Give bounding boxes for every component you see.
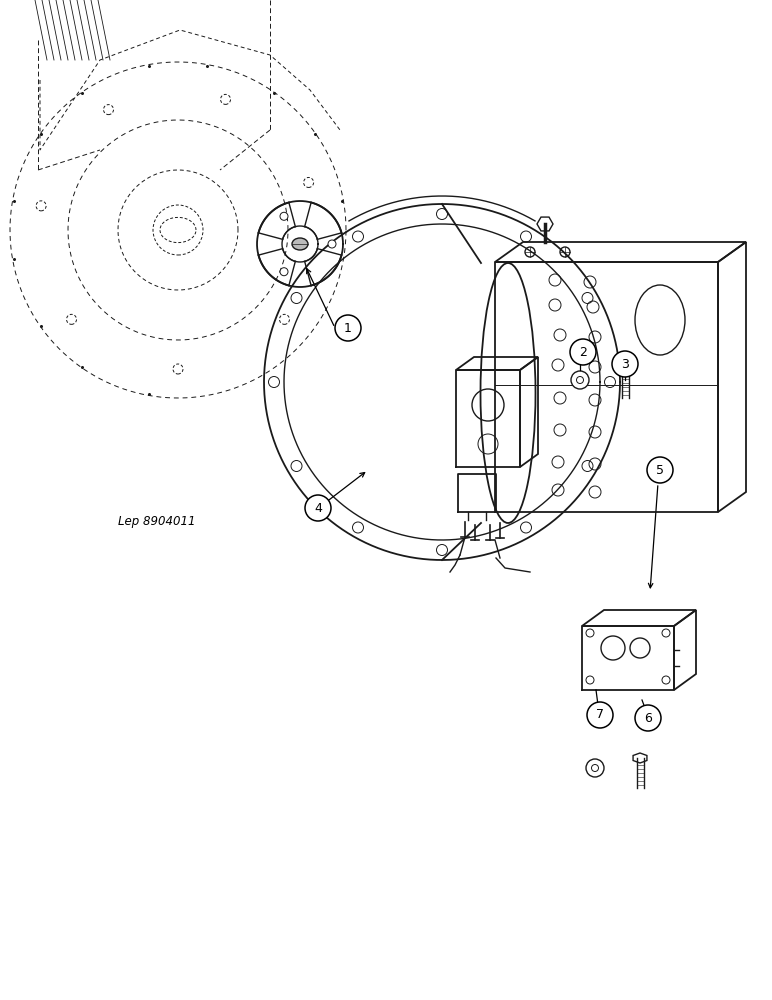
Circle shape: [436, 544, 448, 556]
Circle shape: [269, 376, 279, 387]
Polygon shape: [633, 753, 647, 763]
Text: Lep 8904011: Lep 8904011: [118, 516, 195, 528]
Circle shape: [353, 231, 364, 242]
Text: 5: 5: [656, 464, 664, 477]
Circle shape: [520, 231, 531, 242]
Circle shape: [328, 240, 336, 248]
Circle shape: [586, 759, 604, 777]
Text: 1: 1: [344, 322, 352, 334]
Circle shape: [436, 209, 448, 220]
Circle shape: [520, 522, 531, 533]
Ellipse shape: [292, 238, 308, 250]
Circle shape: [612, 351, 638, 377]
Circle shape: [571, 371, 589, 389]
Circle shape: [582, 461, 593, 472]
Circle shape: [291, 460, 302, 472]
Circle shape: [291, 292, 302, 304]
Circle shape: [305, 495, 331, 521]
Polygon shape: [618, 360, 632, 370]
Circle shape: [570, 339, 596, 365]
Circle shape: [635, 705, 661, 731]
Circle shape: [604, 376, 615, 387]
Circle shape: [582, 292, 593, 304]
Circle shape: [280, 268, 288, 276]
Text: 3: 3: [621, 358, 629, 370]
Text: 6: 6: [644, 712, 652, 724]
Text: 4: 4: [314, 502, 322, 514]
Circle shape: [280, 212, 288, 220]
Text: 7: 7: [596, 708, 604, 722]
Circle shape: [647, 457, 673, 483]
Circle shape: [587, 702, 613, 728]
Circle shape: [353, 522, 364, 533]
Circle shape: [335, 315, 361, 341]
Text: 2: 2: [579, 346, 587, 359]
